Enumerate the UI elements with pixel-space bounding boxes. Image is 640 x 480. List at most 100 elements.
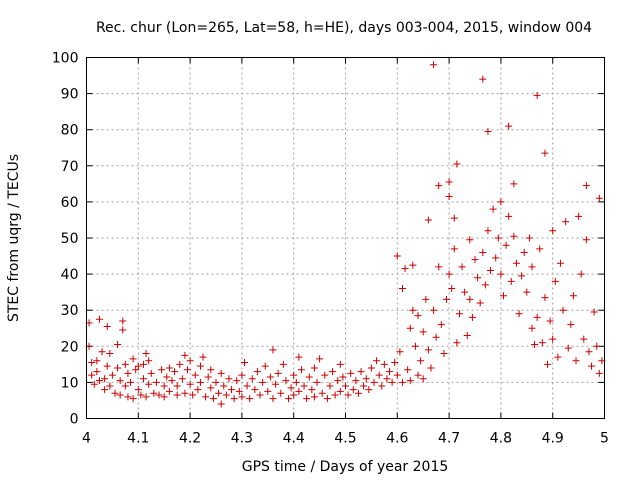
data-point <box>484 128 492 136</box>
data-point <box>147 369 155 377</box>
data-point <box>411 342 419 350</box>
data-point <box>321 371 329 379</box>
data-point <box>186 357 194 365</box>
x-tick-label: 4.2 <box>179 431 201 447</box>
x-tick-label: 4 <box>82 431 91 447</box>
data-point <box>417 357 425 365</box>
data-point <box>124 369 132 377</box>
data-point <box>528 324 536 332</box>
data-point <box>388 378 396 386</box>
data-point <box>155 391 163 399</box>
data-point <box>310 393 318 401</box>
data-point <box>497 198 505 206</box>
data-point <box>419 328 427 336</box>
data-point <box>458 263 466 271</box>
data-point <box>217 369 225 377</box>
data-point <box>479 248 487 256</box>
data-point <box>142 393 150 401</box>
data-point <box>134 386 142 394</box>
y-tick-label: 90 <box>61 87 79 103</box>
data-point <box>435 182 443 190</box>
data-point <box>546 317 554 325</box>
data-point <box>196 362 204 370</box>
data-point <box>129 355 137 363</box>
data-point <box>497 270 505 278</box>
data-point <box>137 391 145 399</box>
data-point <box>538 339 546 347</box>
data-point <box>204 373 212 381</box>
data-point <box>282 377 290 385</box>
data-point <box>238 393 246 401</box>
data-point <box>398 378 406 386</box>
y-tick-label: 10 <box>61 375 79 391</box>
data-point <box>582 182 590 190</box>
data-point <box>277 389 285 397</box>
plot-frame <box>86 57 605 419</box>
data-point <box>510 180 518 188</box>
data-point <box>453 339 461 347</box>
data-point <box>567 321 575 329</box>
data-point <box>132 366 140 374</box>
data-point <box>145 357 153 365</box>
data-point <box>184 366 192 374</box>
x-tick-labels: 4 4.1 4.2 4.3 4.4 4.5 4.6 4.7 4.8 4.9 5 <box>82 431 609 447</box>
data-point <box>450 214 458 222</box>
data-point <box>121 360 129 368</box>
data-point <box>362 375 370 383</box>
data-point <box>479 75 487 83</box>
y-tick-label: 20 <box>61 339 79 355</box>
data-point <box>595 194 603 202</box>
data-point <box>114 340 122 348</box>
data-point <box>235 387 243 395</box>
data-point <box>575 212 583 220</box>
data-point <box>297 366 305 374</box>
data-point <box>290 391 298 399</box>
data-point <box>357 368 365 376</box>
data-point <box>217 400 225 408</box>
data-point <box>588 362 596 370</box>
data-point <box>556 259 564 267</box>
data-point <box>300 382 308 390</box>
data-point <box>422 295 430 303</box>
data-point <box>468 313 476 321</box>
data-point <box>274 369 282 377</box>
data-point <box>93 357 101 365</box>
data-point <box>158 366 166 374</box>
data-point <box>240 359 248 367</box>
data-point <box>445 270 453 278</box>
data-point <box>165 364 173 372</box>
data-point <box>119 317 127 325</box>
data-point <box>160 382 168 390</box>
data-point <box>427 364 435 372</box>
data-point <box>202 393 210 401</box>
data-point <box>134 362 142 370</box>
data-point <box>119 326 127 334</box>
data-point <box>116 391 124 399</box>
gridlines <box>86 57 605 419</box>
data-point <box>116 377 124 385</box>
data-point <box>150 389 158 397</box>
data-point <box>272 380 280 388</box>
data-point <box>173 382 181 390</box>
data-point <box>194 386 202 394</box>
data-point <box>95 377 103 385</box>
data-point <box>238 371 246 379</box>
data-point <box>124 393 132 401</box>
data-point <box>435 263 443 271</box>
data-point <box>251 386 259 394</box>
x-tick-label: 4.3 <box>231 431 253 447</box>
data-point <box>310 364 318 372</box>
data-point <box>127 378 135 386</box>
data-point <box>313 378 321 386</box>
data-point <box>391 359 399 367</box>
data-point <box>430 306 438 314</box>
data-point <box>101 386 109 394</box>
data-point <box>531 340 539 348</box>
data-point <box>207 366 215 374</box>
x-tick-label: 4.6 <box>386 431 408 447</box>
data-point <box>502 241 510 249</box>
data-point <box>178 375 186 383</box>
data-point <box>266 373 274 381</box>
data-point <box>525 234 533 242</box>
data-point <box>533 91 541 99</box>
